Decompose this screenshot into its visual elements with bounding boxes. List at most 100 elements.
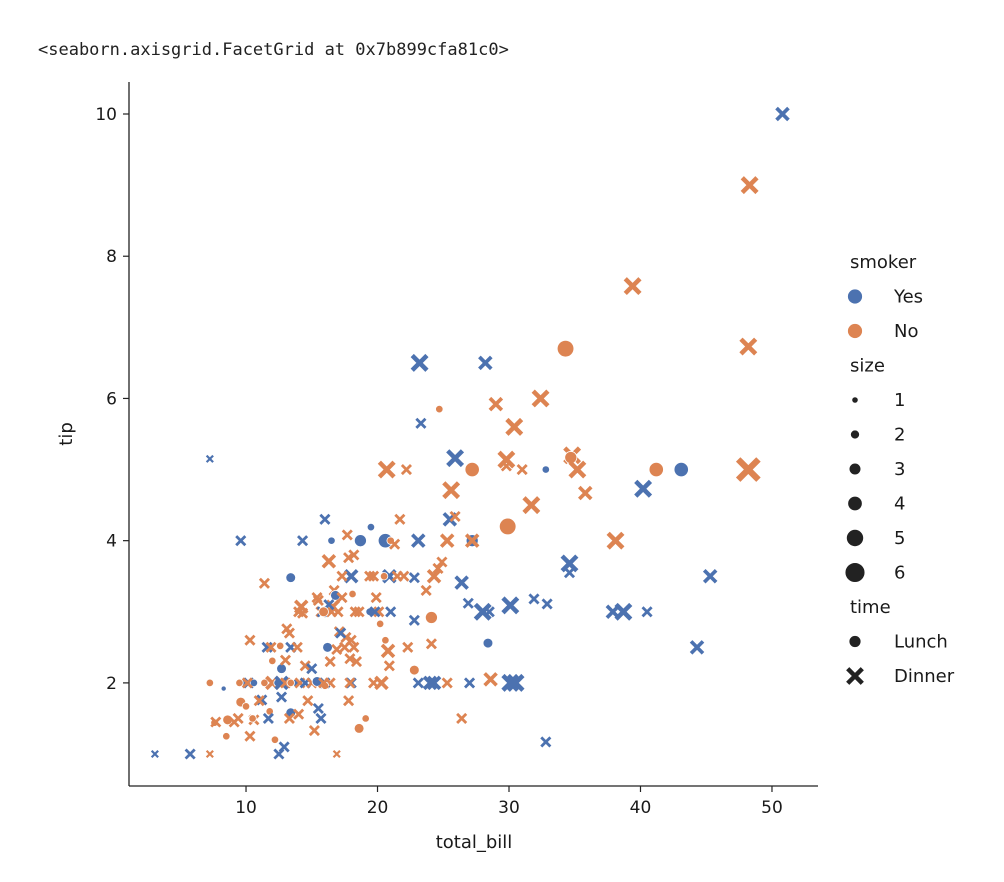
point-dinner (308, 724, 320, 737)
point-dinner (568, 460, 587, 479)
point-dinner (394, 513, 406, 525)
point-lunch (249, 678, 259, 688)
point-dinner (321, 554, 337, 569)
point-dinner (478, 355, 493, 371)
point-dinner (324, 656, 336, 668)
point-dinner (302, 695, 314, 707)
point-dinner (312, 594, 324, 606)
x-tick-label: 50 (761, 798, 783, 818)
y-tick-label: 2 (106, 674, 117, 694)
point-dinner (425, 638, 437, 650)
point-dinner (353, 606, 365, 618)
point-dinner (560, 554, 579, 573)
point-dinner (446, 449, 465, 468)
point-lunch (556, 339, 575, 358)
point-lunch (327, 536, 336, 545)
point-dinner (344, 677, 356, 689)
point-lunch (375, 619, 385, 629)
point-dinner (500, 460, 512, 472)
point-dinner (312, 702, 324, 715)
point-dinner (374, 675, 389, 691)
legend-entry-label: Lunch (894, 632, 948, 653)
point-dinner (775, 106, 790, 122)
point-dinner (516, 464, 528, 476)
point-dinner (400, 464, 412, 476)
point-lunch (205, 678, 215, 688)
point-dinner (456, 712, 468, 724)
x-tick-label: 40 (630, 798, 652, 818)
point-dinner (150, 749, 159, 759)
point-dinner (299, 660, 311, 672)
point-dinner (297, 535, 309, 547)
point-dinner (258, 577, 270, 589)
legend-marker-size-5 (846, 529, 865, 548)
point-dinner (325, 606, 338, 618)
point-lunch (353, 534, 367, 548)
point-dinner (279, 654, 292, 666)
x-tick-label: 10 (235, 798, 257, 818)
y-ticks: 2 4 6 8 10 (95, 105, 129, 694)
point-dinner (436, 556, 448, 568)
point-dinner (184, 748, 196, 760)
legend-entry-label: 1 (894, 390, 905, 411)
point-dinner (408, 614, 420, 626)
point-dinner (541, 598, 553, 610)
point-dinner (364, 570, 376, 582)
point-dinner (205, 749, 214, 759)
point-dinner (578, 485, 593, 501)
point-dinner (341, 529, 353, 541)
points-layer (150, 106, 790, 760)
point-dinner (739, 337, 758, 356)
point-lunch (541, 465, 550, 474)
point-lunch (381, 636, 390, 645)
point-lunch (276, 641, 285, 651)
legend-marker-dinner (846, 667, 864, 685)
y-tick-label: 8 (106, 247, 117, 267)
point-dinner (426, 568, 442, 584)
point-dinner (483, 606, 495, 618)
point-dinner (291, 641, 303, 653)
point-dinner (339, 641, 351, 653)
point-dinner (735, 457, 761, 482)
point-lunch (379, 572, 389, 581)
point-lunch (248, 714, 257, 723)
point-dinner (488, 396, 504, 412)
point-dinner (293, 708, 305, 720)
point-dinner (623, 277, 642, 296)
point-dinner (274, 675, 289, 691)
point-dinner (412, 677, 424, 689)
point-lunch (348, 589, 357, 599)
point-dinner (348, 549, 360, 561)
point-dinner (343, 552, 355, 564)
point-dinner (531, 389, 550, 408)
point-dinner (265, 641, 277, 653)
point-dinner (244, 634, 256, 646)
point-dinner (411, 533, 426, 548)
point-dinner (449, 510, 461, 523)
point-dinner (262, 712, 274, 724)
point-dinner (442, 481, 461, 500)
point-dinner (506, 673, 525, 692)
legend-marker-size-6 (844, 562, 866, 583)
point-dinner (244, 730, 256, 742)
legend-entry-label: No (894, 321, 918, 342)
point-dinner (689, 640, 705, 655)
point-dinner (241, 677, 253, 689)
point-dinner (343, 695, 355, 707)
point-dinner (293, 606, 305, 618)
point-dinner (464, 533, 480, 548)
point-dinner (383, 660, 395, 672)
legend-entry-label: 4 (894, 494, 905, 515)
point-lunch (286, 678, 295, 688)
point-dinner (283, 627, 295, 639)
point-dinner (408, 572, 420, 584)
point-lunch (268, 656, 277, 665)
point-dinner (605, 604, 621, 620)
point-dinner (278, 741, 290, 753)
point-dinner (454, 575, 469, 590)
point-dinner (402, 641, 414, 653)
point-dinner (210, 716, 222, 728)
point-dinner (505, 417, 524, 436)
